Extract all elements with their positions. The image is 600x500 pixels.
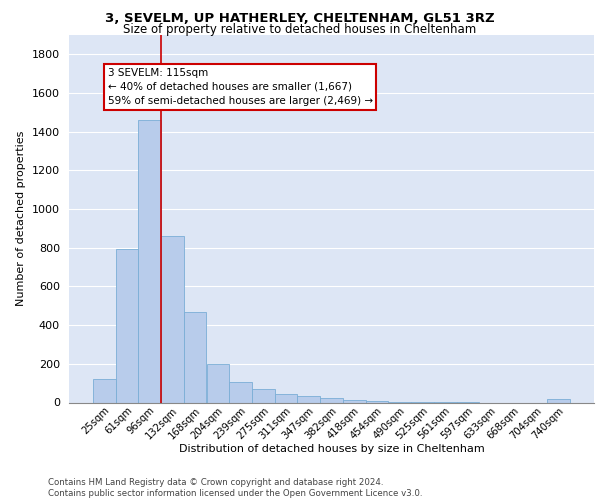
- Bar: [116, 248, 139, 402]
- Text: 3, SEVELM, UP HATHERLEY, CHELTENHAM, GL51 3RZ: 3, SEVELM, UP HATHERLEY, CHELTENHAM, GL5…: [105, 12, 495, 26]
- Text: Contains HM Land Registry data © Crown copyright and database right 2024.
Contai: Contains HM Land Registry data © Crown c…: [48, 478, 422, 498]
- Bar: [320, 398, 343, 402]
- Bar: [365, 401, 388, 402]
- Bar: [93, 380, 116, 402]
- Text: Size of property relative to detached houses in Cheltenham: Size of property relative to detached ho…: [124, 22, 476, 36]
- X-axis label: Distribution of detached houses by size in Cheltenham: Distribution of detached houses by size …: [179, 444, 484, 454]
- Bar: [343, 400, 365, 402]
- Y-axis label: Number of detached properties: Number of detached properties: [16, 131, 26, 306]
- Bar: [275, 394, 298, 402]
- Bar: [184, 312, 206, 402]
- Bar: [298, 396, 320, 402]
- Bar: [547, 399, 570, 402]
- Text: 3 SEVELM: 115sqm
← 40% of detached houses are smaller (1,667)
59% of semi-detach: 3 SEVELM: 115sqm ← 40% of detached house…: [107, 68, 373, 106]
- Bar: [229, 382, 252, 402]
- Bar: [139, 120, 161, 403]
- Bar: [161, 236, 184, 402]
- Bar: [206, 364, 229, 403]
- Bar: [252, 390, 275, 402]
